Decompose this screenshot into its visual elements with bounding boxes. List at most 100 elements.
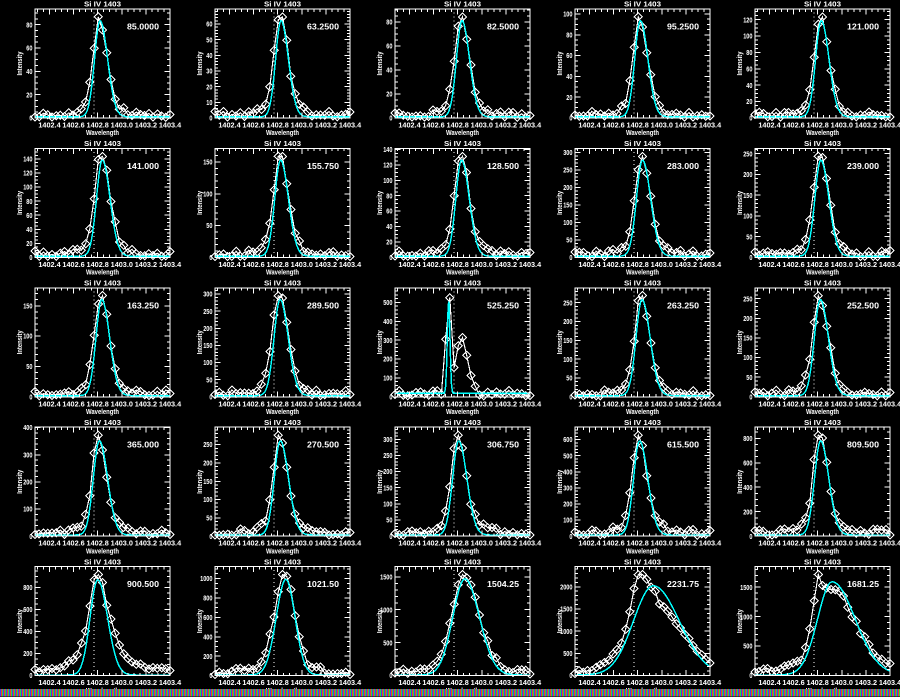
svg-text:120: 120 (383, 163, 392, 170)
svg-text:1403.0: 1403.0 (651, 680, 673, 687)
svg-text:Wavelength: Wavelength (626, 548, 659, 555)
svg-text:1402.8: 1402.8 (447, 680, 469, 687)
svg-text:2000: 2000 (560, 584, 572, 591)
svg-text:600: 600 (743, 460, 752, 467)
svg-text:1402.6: 1402.6 (422, 680, 444, 687)
svg-text:60: 60 (206, 22, 212, 29)
svg-text:50: 50 (206, 37, 212, 44)
svg-text:1402.4: 1402.4 (398, 262, 420, 269)
svg-text:1402.8: 1402.8 (627, 262, 649, 269)
svg-text:Intensity: Intensity (557, 609, 564, 633)
svg-text:1402.8: 1402.8 (627, 401, 649, 408)
svg-text:Si IV 1403: Si IV 1403 (84, 557, 121, 566)
svg-text:1402.4: 1402.4 (398, 401, 420, 408)
svg-text:50: 50 (206, 516, 212, 523)
svg-text:1402.6: 1402.6 (422, 123, 444, 130)
svg-text:615.500: 615.500 (667, 441, 699, 450)
svg-text:1402.6: 1402.6 (62, 541, 84, 548)
svg-text:60: 60 (26, 46, 32, 53)
svg-text:100: 100 (383, 178, 392, 185)
svg-text:Si IV 1403: Si IV 1403 (624, 279, 661, 288)
svg-text:50: 50 (566, 238, 572, 245)
svg-text:Wavelength: Wavelength (446, 270, 479, 277)
svg-text:100: 100 (23, 507, 32, 514)
svg-text:200: 200 (23, 480, 32, 487)
svg-text:20: 20 (26, 92, 32, 99)
svg-text:Wavelength: Wavelength (806, 548, 839, 555)
svg-text:100: 100 (563, 357, 572, 364)
svg-text:Si IV 1403: Si IV 1403 (624, 0, 661, 9)
svg-text:1403.0: 1403.0 (651, 123, 673, 130)
svg-text:Wavelength: Wavelength (806, 130, 839, 137)
svg-text:80: 80 (386, 20, 392, 27)
svg-text:1403.4: 1403.4 (159, 401, 181, 408)
svg-text:600: 600 (563, 437, 572, 444)
svg-text:289.500: 289.500 (307, 301, 339, 310)
svg-text:252.500: 252.500 (847, 301, 879, 310)
svg-text:Intensity: Intensity (197, 470, 204, 494)
svg-text:Intensity: Intensity (377, 470, 384, 494)
svg-text:1403.4: 1403.4 (339, 123, 361, 130)
svg-text:1402.8: 1402.8 (807, 401, 829, 408)
svg-text:400: 400 (383, 319, 392, 326)
svg-text:1402.4: 1402.4 (578, 123, 600, 130)
svg-text:0: 0 (209, 394, 212, 401)
svg-text:1403.4: 1403.4 (879, 541, 900, 548)
svg-text:20: 20 (386, 240, 392, 247)
svg-text:250: 250 (203, 309, 212, 316)
svg-text:1500: 1500 (560, 607, 572, 614)
svg-text:Wavelength: Wavelength (626, 409, 659, 416)
svg-text:1402.6: 1402.6 (602, 541, 624, 548)
svg-text:20: 20 (566, 95, 572, 102)
svg-text:1403.4: 1403.4 (699, 680, 721, 687)
svg-text:0: 0 (389, 116, 392, 123)
svg-text:Intensity: Intensity (737, 191, 744, 215)
svg-text:50: 50 (746, 375, 752, 382)
svg-text:1403.4: 1403.4 (339, 680, 361, 687)
svg-text:1403.4: 1403.4 (519, 680, 541, 687)
svg-text:1402.6: 1402.6 (782, 680, 804, 687)
svg-text:809.500: 809.500 (847, 441, 879, 450)
svg-text:Si IV 1403: Si IV 1403 (624, 557, 661, 566)
svg-text:1403.2: 1403.2 (495, 680, 517, 687)
svg-text:1402.4: 1402.4 (38, 401, 60, 408)
svg-text:525.250: 525.250 (487, 301, 519, 310)
svg-text:80: 80 (26, 199, 32, 206)
svg-text:0: 0 (209, 255, 212, 262)
svg-text:0: 0 (29, 394, 32, 401)
svg-text:900.500: 900.500 (127, 580, 159, 589)
svg-text:20: 20 (206, 84, 212, 91)
svg-text:1403.2: 1403.2 (675, 262, 697, 269)
svg-text:Intensity: Intensity (377, 51, 384, 75)
svg-text:Wavelength: Wavelength (86, 409, 119, 416)
svg-text:1402.8: 1402.8 (807, 680, 829, 687)
svg-text:1403.0: 1403.0 (291, 123, 313, 130)
svg-text:1403.2: 1403.2 (675, 680, 697, 687)
svg-text:1402.8: 1402.8 (807, 123, 829, 130)
svg-text:1402.6: 1402.6 (602, 123, 624, 130)
svg-text:Si IV 1403: Si IV 1403 (624, 139, 661, 148)
svg-text:1403.0: 1403.0 (651, 401, 673, 408)
svg-text:283.000: 283.000 (667, 162, 699, 171)
svg-text:40: 40 (206, 53, 212, 60)
svg-text:0: 0 (569, 116, 572, 123)
svg-text:1403.4: 1403.4 (699, 262, 721, 269)
svg-text:1402.6: 1402.6 (242, 262, 264, 269)
svg-text:1403.0: 1403.0 (831, 123, 853, 130)
svg-text:1402.8: 1402.8 (447, 123, 469, 130)
svg-text:1402.6: 1402.6 (782, 123, 804, 130)
svg-text:1403.2: 1403.2 (855, 123, 877, 130)
svg-text:60: 60 (746, 67, 752, 74)
svg-text:Si IV 1403: Si IV 1403 (84, 139, 121, 148)
svg-text:1402.6: 1402.6 (242, 680, 264, 687)
svg-text:500: 500 (743, 644, 752, 651)
svg-text:1403.4: 1403.4 (159, 541, 181, 548)
svg-text:Si IV 1403: Si IV 1403 (804, 0, 841, 9)
svg-text:200: 200 (563, 502, 572, 509)
svg-text:1402.6: 1402.6 (782, 541, 804, 548)
svg-text:200: 200 (743, 316, 752, 323)
svg-text:20: 20 (386, 92, 392, 99)
svg-text:1500: 1500 (380, 574, 392, 581)
svg-text:200: 200 (383, 469, 392, 476)
svg-text:80: 80 (386, 193, 392, 200)
